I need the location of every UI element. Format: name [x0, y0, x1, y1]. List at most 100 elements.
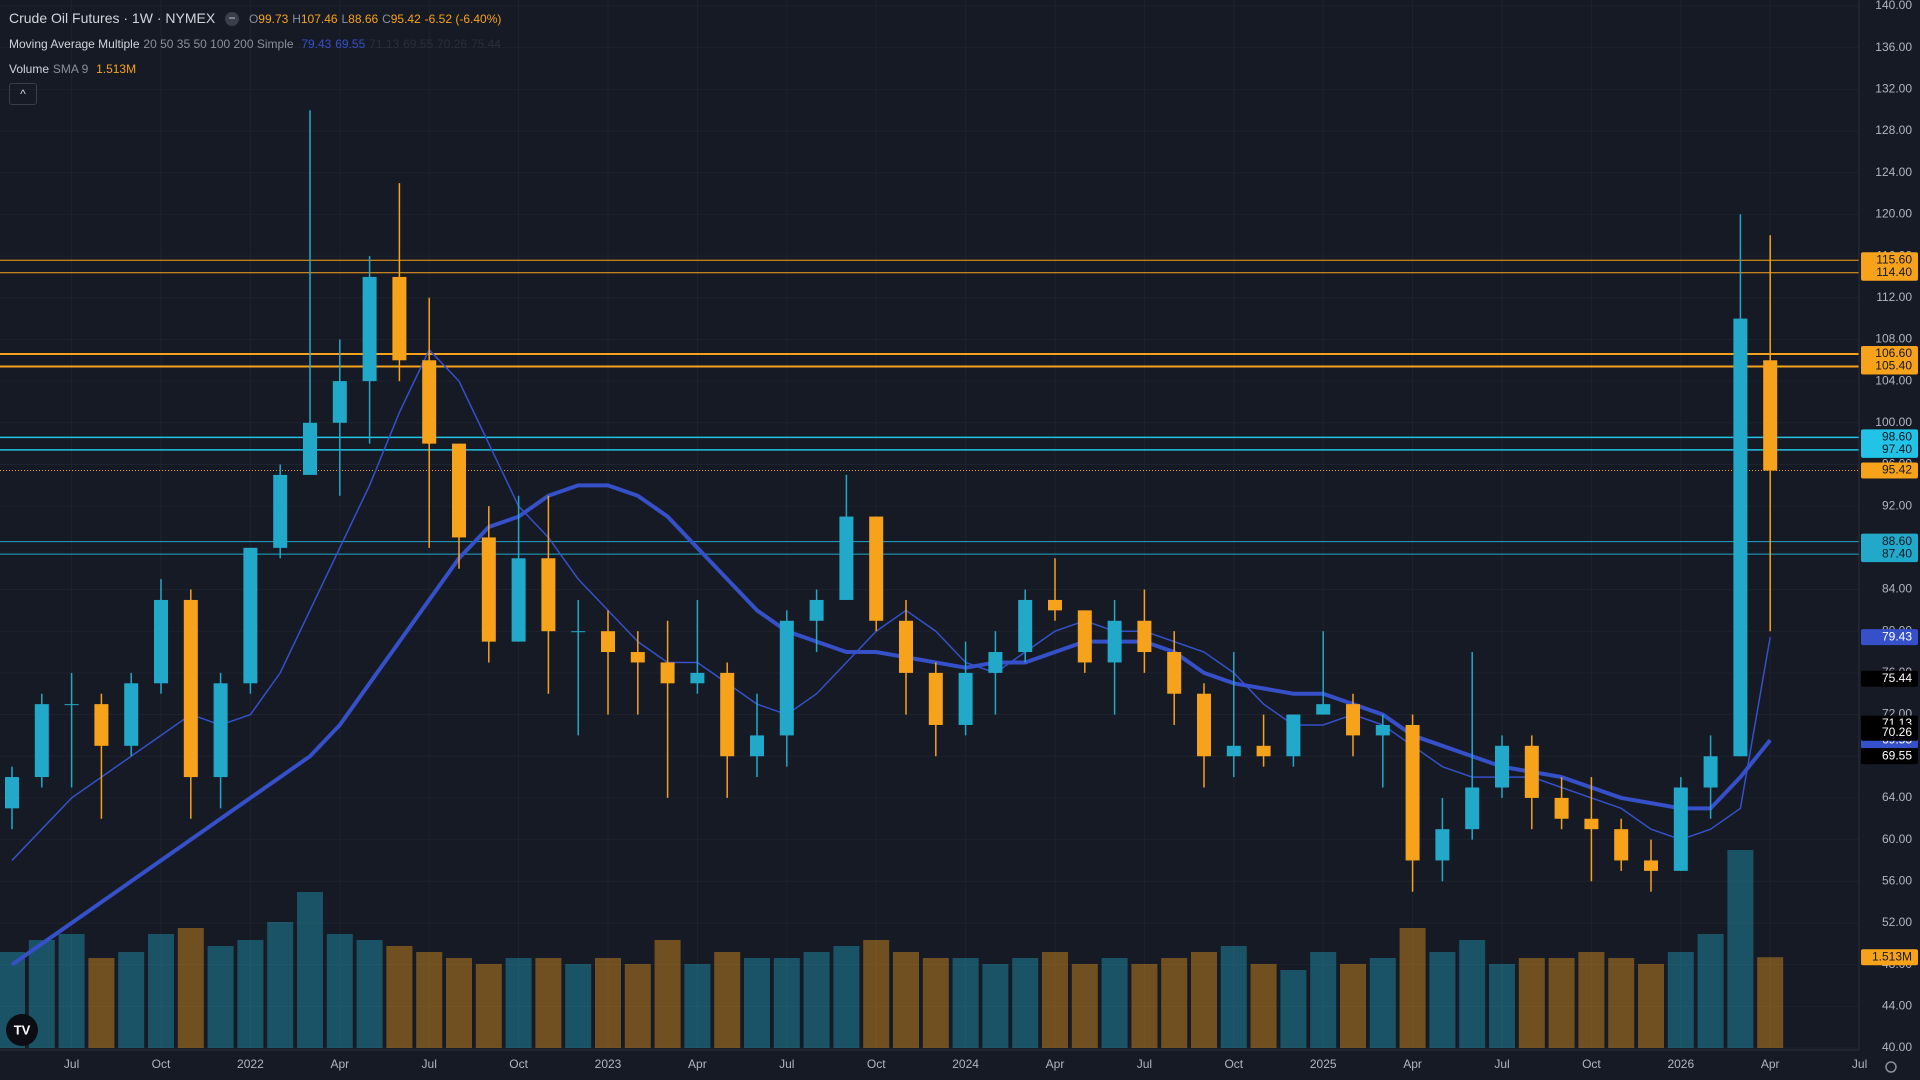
volume-bar — [1340, 964, 1366, 1048]
volume-bar — [595, 958, 621, 1048]
candle-body — [183, 599, 198, 778]
volume-bar — [1042, 952, 1068, 1048]
volume-pane — [0, 850, 1784, 1048]
candle-body — [988, 652, 1003, 673]
x-tick-label: 2024 — [952, 1057, 979, 1071]
axis-label: 70.26 — [1882, 725, 1912, 739]
indicator-value: 79.43 — [301, 37, 332, 51]
candle-body — [511, 558, 526, 642]
x-tick-label: 2026 — [1667, 1057, 1694, 1071]
volume-bar — [356, 940, 383, 1048]
ohlc-value: 95.42 — [390, 12, 421, 26]
candle-body — [1584, 818, 1599, 830]
x-tick-label: Jul — [1852, 1057, 1867, 1071]
ma-line — [10, 483, 1772, 967]
candle-body — [660, 662, 675, 684]
volume-bar — [1578, 952, 1605, 1048]
grid — [0, 0, 1860, 1050]
candle-body — [1703, 756, 1718, 788]
candle-body — [1733, 318, 1748, 757]
y-tick-label: 44.00 — [1882, 998, 1912, 1012]
tradingview-logo[interactable]: TV — [6, 1014, 38, 1046]
y-tick-label: 140.00 — [1875, 0, 1912, 12]
candle-body — [869, 516, 884, 621]
axis-label-bg — [1861, 629, 1918, 646]
level-label: 87.40 — [1882, 546, 1912, 560]
level-label-bg — [1861, 264, 1918, 281]
axis-label-bg — [1861, 670, 1918, 687]
volume-bar — [446, 958, 472, 1048]
volume-bar — [177, 928, 204, 1048]
y-tick-label: 132.00 — [1875, 82, 1912, 96]
level-label: 88.60 — [1882, 534, 1912, 548]
legend-row: Volume SMA 9 1.513M — [9, 56, 501, 81]
candle-body — [1018, 599, 1033, 653]
volume-bar — [1548, 958, 1575, 1048]
candle-body — [452, 443, 466, 538]
volume-bar — [952, 958, 979, 1048]
candle-body — [690, 672, 705, 684]
candle-body — [154, 599, 168, 684]
indicator-name: Volume — [9, 62, 50, 76]
candle-body — [630, 652, 645, 663]
candle-body — [1286, 714, 1301, 757]
axis-label: 79.43 — [1882, 629, 1912, 643]
volume-bar — [416, 952, 443, 1048]
candle-body — [243, 547, 258, 684]
y-tick-label: 52.00 — [1882, 915, 1912, 929]
y-tick-label: 124.00 — [1875, 165, 1912, 179]
volume-bar — [58, 934, 85, 1048]
volume-bar — [922, 958, 949, 1048]
volume-bar — [505, 958, 532, 1048]
level-label-bg — [1861, 533, 1918, 550]
y-tick-label: 84.00 — [1882, 582, 1912, 596]
volume-bar — [88, 958, 115, 1048]
x-tick-label: Jul — [422, 1057, 437, 1071]
candle-body — [1673, 787, 1688, 871]
hide-button[interactable]: − — [225, 12, 240, 27]
collapse-button[interactable]: ^ — [9, 83, 37, 105]
change: -6.52 (-6.40%) — [424, 12, 502, 26]
candle-body — [571, 631, 586, 633]
volume-bar — [1191, 952, 1217, 1048]
y-tick-label: 136.00 — [1875, 40, 1912, 54]
candle-body — [720, 672, 735, 757]
candle-body — [422, 360, 437, 444]
volume-bar — [326, 934, 353, 1048]
volume-bar — [1131, 964, 1158, 1048]
settings-button[interactable] — [1885, 1061, 1897, 1073]
x-tick-label: 2022 — [237, 1057, 264, 1071]
symbol-title: Crude Oil Futures · 1W · NYMEX — [9, 10, 216, 26]
indicator-params: 20 50 35 50 100 200 Simple — [143, 37, 294, 51]
volume-bar — [1489, 964, 1515, 1048]
x-tick-label: Jul — [64, 1057, 79, 1071]
candle-body — [1077, 610, 1092, 663]
volume-bar — [237, 940, 264, 1048]
x-tick-label: Oct — [1582, 1057, 1601, 1071]
candle-body — [481, 537, 496, 642]
y-tick-label: 40.00 — [1882, 1040, 1912, 1054]
candle-body — [1346, 704, 1360, 736]
volume-bar — [1399, 928, 1426, 1048]
ma-line — [11, 348, 1771, 861]
indicator-value: 70.26 — [437, 37, 468, 51]
candle-body — [303, 422, 317, 475]
volume-bar — [744, 958, 770, 1048]
legend-row: Moving Average Multiple 20 50 35 50 100 … — [9, 31, 501, 56]
candle-body — [362, 276, 377, 382]
volume-bar — [803, 952, 830, 1048]
x-tick-label: Apr — [1761, 1057, 1780, 1071]
indicator-name: Moving Average Multiple — [9, 37, 140, 51]
volume-bar — [1310, 952, 1337, 1048]
level-label-bg — [1861, 429, 1918, 446]
candle-body — [1524, 745, 1539, 798]
legend: Crude Oil Futures · 1W · NYMEX − O99.73 … — [9, 6, 501, 105]
volume-bar — [1608, 958, 1635, 1048]
candle-body — [273, 474, 288, 548]
volume-bar — [475, 964, 502, 1048]
volume-bar — [1697, 934, 1724, 1048]
x-tick-label: Apr — [1046, 1057, 1065, 1071]
axis-label-bg — [1861, 462, 1918, 479]
